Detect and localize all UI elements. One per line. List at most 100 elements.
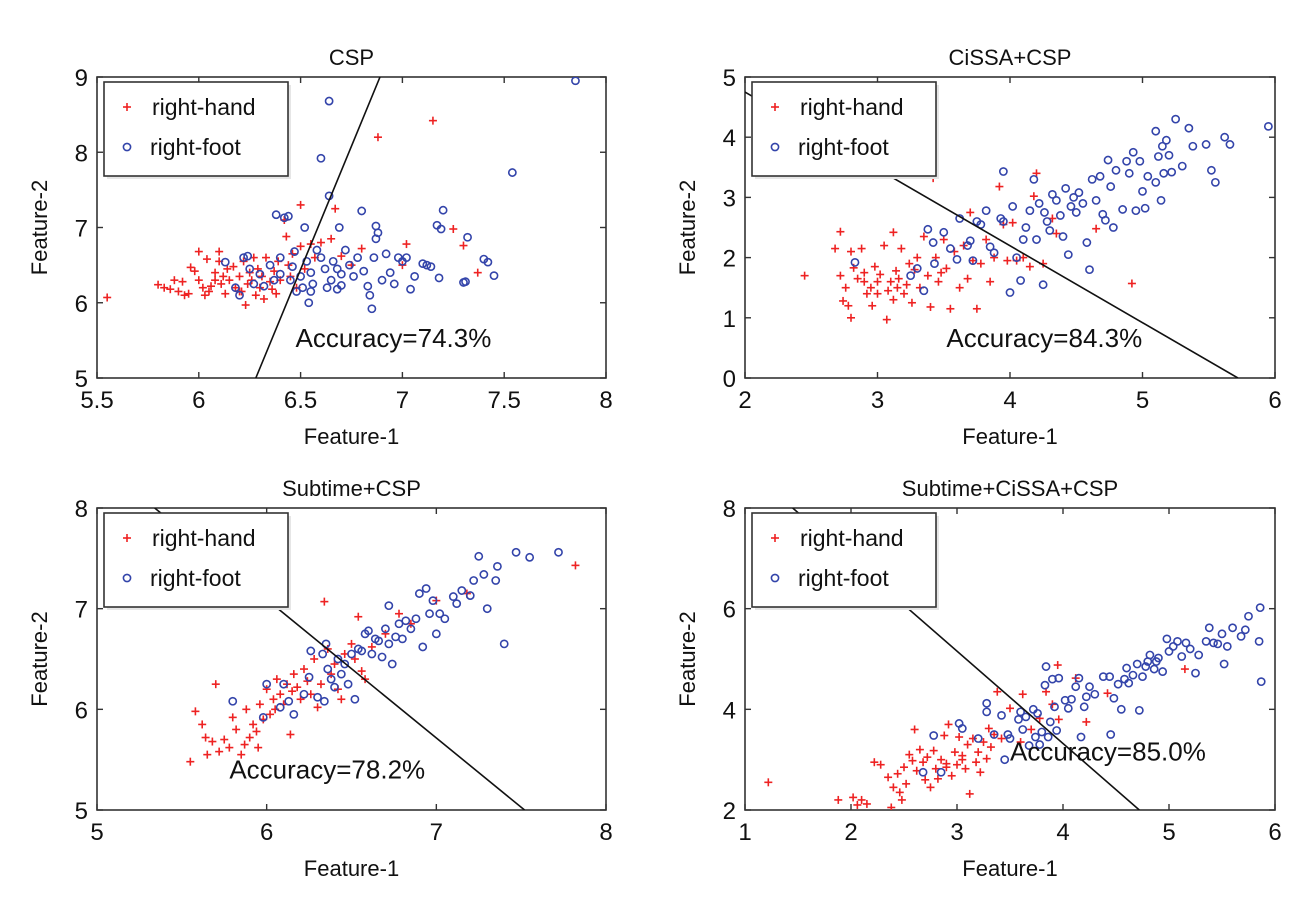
point-right-hand (921, 775, 930, 784)
point-right-hand (889, 295, 898, 304)
point-right-foot (336, 281, 346, 290)
x-axis-label: Feature-1 (962, 856, 1057, 881)
y-axis-label: Feature-2 (675, 180, 700, 275)
point-right-foot (385, 268, 395, 278)
point-right-hand (316, 238, 325, 247)
point-right-foot (304, 298, 314, 308)
point-right-foot (384, 639, 394, 649)
point-right-hand (288, 687, 297, 696)
point-right-foot (1016, 707, 1025, 717)
point-right-foot (1054, 673, 1064, 683)
point-right-hand (194, 276, 203, 285)
point-right-hand (926, 783, 935, 792)
point-right-hand (201, 733, 210, 742)
point-right-foot (1106, 730, 1116, 739)
point-right-foot (326, 674, 336, 684)
point-right-hand (876, 760, 885, 769)
point-right-foot (381, 249, 391, 259)
series-right-hand (800, 169, 1136, 324)
point-right-foot (1151, 126, 1161, 136)
point-right-foot (1079, 702, 1089, 712)
y-tick-label: 5 (75, 798, 88, 825)
point-right-foot (1157, 141, 1167, 151)
point-right-foot (438, 205, 448, 215)
point-right-hand (103, 293, 112, 302)
point-right-foot (1021, 223, 1031, 232)
point-right-foot (499, 639, 509, 649)
point-right-foot (1067, 694, 1076, 704)
point-right-hand (249, 720, 258, 729)
y-tick-label: 6 (75, 697, 88, 724)
point-right-hand (834, 795, 843, 804)
point-right-foot (554, 547, 563, 557)
point-right-foot (1058, 232, 1068, 241)
point-right-hand (225, 276, 234, 285)
point-right-hand (937, 268, 946, 277)
point-right-hand (166, 285, 175, 294)
point-right-foot (1014, 715, 1023, 724)
point-right-foot (435, 609, 445, 619)
x-tick-label: 5 (90, 819, 103, 846)
point-right-foot (1037, 727, 1047, 737)
subplot-title: CiSSA+CSP (949, 45, 1072, 70)
x-tick-label: 4 (1056, 819, 1069, 846)
point-right-foot (1055, 211, 1065, 220)
point-right-hand (254, 743, 263, 752)
point-right-hand (882, 315, 891, 324)
point-right-hand (1016, 738, 1025, 747)
point-right-hand (880, 241, 889, 250)
point-right-hand (929, 746, 938, 755)
point-right-foot (426, 262, 436, 272)
point-right-hand (198, 283, 207, 292)
legend-circle-marker-icon (770, 573, 780, 583)
point-right-foot (1161, 135, 1171, 145)
point-right-foot (402, 253, 411, 262)
point-right-hand (337, 252, 346, 261)
y-tick-label: 8 (75, 140, 88, 167)
legend: right-hand right-foot (103, 512, 291, 610)
x-tick-label: 5 (1162, 819, 1175, 846)
point-right-foot (1018, 235, 1028, 244)
point-right-foot (998, 217, 1008, 226)
point-right-foot (483, 257, 493, 267)
point-right-foot (316, 253, 326, 262)
point-right-foot (1219, 659, 1229, 669)
point-right-hand (839, 296, 848, 305)
point-right-foot (1140, 203, 1150, 213)
legend: right-hand right-foot (751, 512, 939, 610)
point-right-hand (282, 232, 291, 241)
point-right-hand (953, 760, 961, 769)
y-axis-label: Feature-2 (27, 611, 52, 706)
point-right-foot (369, 253, 379, 262)
point-right-foot (998, 167, 1008, 176)
point-right-foot (1141, 662, 1151, 671)
point-right-foot (1254, 636, 1264, 646)
point-right-foot (1033, 708, 1042, 718)
point-right-hand (910, 725, 919, 734)
point-right-foot (1116, 704, 1126, 714)
point-right-hand (990, 730, 999, 739)
legend-label-right-foot: right-foot (798, 134, 889, 160)
point-right-foot (461, 277, 470, 287)
point-right-hand (966, 208, 975, 217)
point-right-hand (1052, 229, 1061, 238)
point-right-foot (320, 264, 330, 274)
point-right-foot (289, 709, 299, 719)
point-right-foot (279, 213, 289, 223)
point-right-foot (463, 232, 472, 242)
point-right-foot (235, 290, 244, 300)
point-right-hand (228, 713, 237, 722)
legend-label-right-hand: right-hand (800, 525, 904, 551)
point-right-foot (1061, 183, 1071, 193)
point-right-foot (1029, 174, 1039, 184)
point-right-hand (190, 267, 199, 276)
point-right-foot (326, 275, 336, 285)
point-right-hand (893, 283, 902, 292)
point-right-foot (1255, 603, 1265, 613)
legend-box (103, 512, 289, 608)
point-right-foot (1225, 140, 1235, 149)
point-right-foot (1159, 168, 1169, 178)
point-right-foot (1236, 631, 1246, 641)
point-right-hand (215, 747, 224, 756)
point-right-hand (331, 204, 340, 213)
